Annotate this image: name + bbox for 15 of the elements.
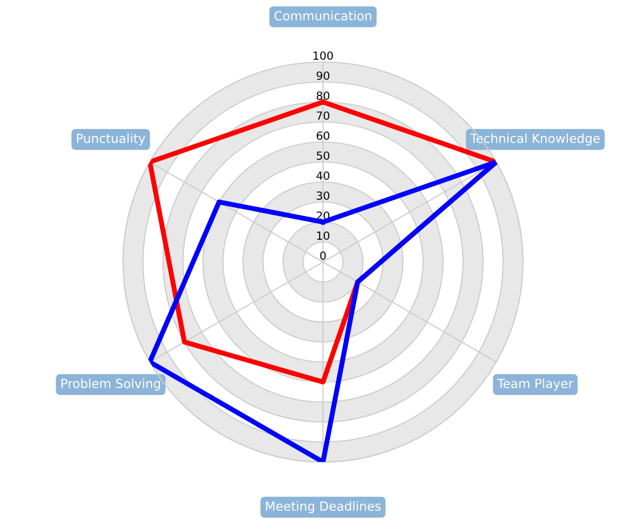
y-tick-label: 100: [314, 51, 333, 60]
spoke-label: Communication: [274, 10, 372, 20]
y-tick-label: 30: [316, 191, 330, 200]
y-tick-label: 40: [316, 171, 330, 180]
y-tick-label: 70: [316, 111, 330, 120]
y-tick-label: 80: [316, 91, 330, 100]
spoke-label: Team Player: [497, 378, 574, 391]
y-tick-label: 10: [317, 231, 330, 240]
spoke-label: Problem Solving: [62, 378, 160, 391]
y-tick-label: 0: [320, 251, 326, 260]
y-tick-label: 60: [316, 131, 330, 140]
y-tick-label: 90: [316, 71, 330, 80]
y-tick-label: 50: [316, 151, 330, 160]
spoke-label: Punctuality: [77, 133, 146, 146]
spoke-label: Meeting Deadlines: [266, 501, 381, 514]
